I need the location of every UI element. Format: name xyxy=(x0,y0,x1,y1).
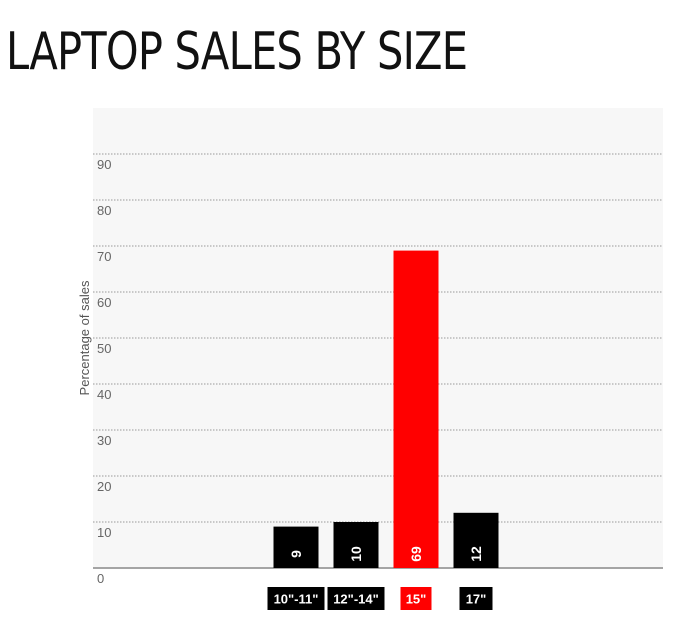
y-axis-label: Percentage of sales xyxy=(77,280,92,395)
y-tick-label-90: 90 xyxy=(97,157,111,172)
category-label-3: 17" xyxy=(466,592,487,607)
y-tick-label-40: 40 xyxy=(97,387,111,402)
category-label-bg-0 xyxy=(267,587,325,610)
category-label-1: 12"-14" xyxy=(333,592,379,607)
chart-title: LAPTOP SALES BY SIZE xyxy=(6,22,468,82)
category-label-bg-2 xyxy=(400,587,432,610)
y-tick-label-30: 30 xyxy=(97,433,111,448)
bar-2 xyxy=(393,250,439,568)
category-label-bg-3 xyxy=(459,587,493,610)
y-tick-label-10: 10 xyxy=(97,525,111,540)
category-labels: 10"-11" 12"-14" 15" 17" xyxy=(267,587,493,610)
bar-value-label-1: 10 xyxy=(348,546,364,562)
bar-1 xyxy=(333,522,379,568)
bar-value-label-2: 69 xyxy=(408,546,424,562)
bars: 9 10 69 12 xyxy=(273,250,499,568)
category-label-2: 15" xyxy=(406,592,427,607)
bar-3 xyxy=(453,512,499,568)
y-tick-label-0: 0 xyxy=(97,571,104,586)
bar-0 xyxy=(273,526,319,568)
y-tick-labels: 0 10 20 30 40 50 60 70 80 90 xyxy=(97,157,111,586)
bar-value-label-3: 12 xyxy=(468,546,484,562)
y-tick-label-50: 50 xyxy=(97,341,111,356)
category-label-bg-1 xyxy=(327,587,385,610)
bar-value-label-0: 9 xyxy=(288,550,304,558)
y-tick-label-80: 80 xyxy=(97,203,111,218)
y-tick-label-60: 60 xyxy=(97,295,111,310)
y-tick-label-70: 70 xyxy=(97,249,111,264)
y-tick-label-20: 20 xyxy=(97,479,111,494)
category-label-0: 10"-11" xyxy=(274,592,319,607)
